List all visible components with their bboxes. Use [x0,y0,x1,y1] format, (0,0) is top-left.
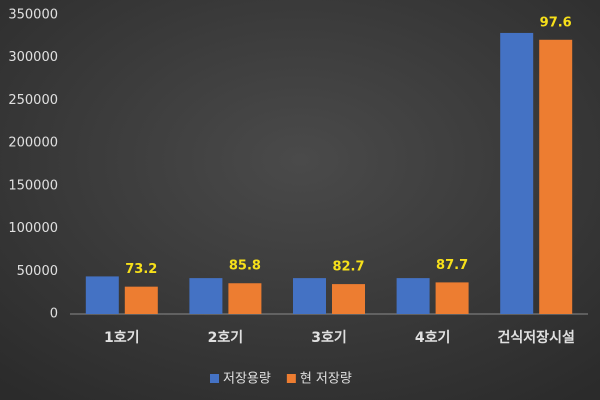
y-tick-label: 0 [50,307,58,322]
bar [124,286,158,314]
x-tick-label: 건식저장시설 [498,329,575,346]
y-tick-label: 300000 [8,50,58,65]
bar [435,282,469,314]
annotation: 85.8 [229,259,261,274]
annotation: 87.7 [436,258,468,273]
x-tick-label: 4호기 [415,330,451,346]
y-tick-label: 200000 [8,136,58,151]
y-tick-label: 350000 [8,8,58,23]
x-tick-label: 3호기 [311,330,347,346]
annotation: 73.2 [125,262,157,277]
y-tick-label: 100000 [8,221,58,236]
x-tick-label: 2호기 [208,330,244,346]
annotation: 82.7 [332,260,364,275]
y-tick-label: 250000 [8,93,58,108]
legend-swatch [286,374,296,383]
x-tick-label: 1호기 [104,330,140,346]
y-tick-label: 150000 [8,178,58,193]
bar [228,283,262,314]
legend-swatch [210,374,219,383]
y-tick-label: 50000 [17,264,58,279]
annotation: 97.6 [540,15,572,30]
bar [332,284,365,314]
legend-label: 저장용량 [223,372,271,387]
legend-label: 현 저장량 [300,372,352,387]
bar [500,32,534,314]
bar [396,278,430,314]
bar [189,278,223,314]
bar [85,276,119,314]
bar [539,39,573,314]
bar [293,278,326,314]
